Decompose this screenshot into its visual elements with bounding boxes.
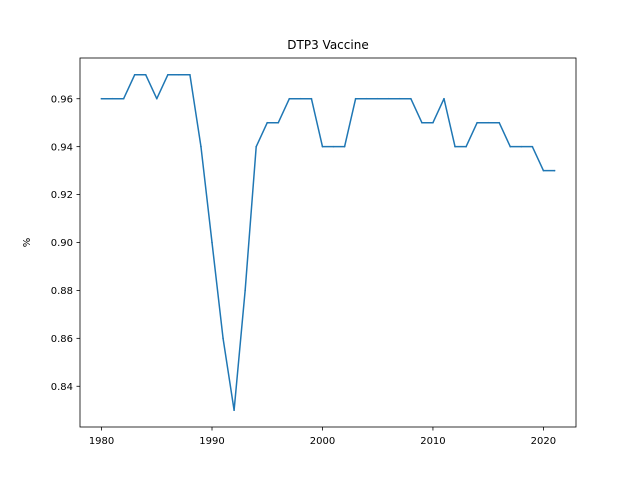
chart-title: DTP3 Vaccine [287, 38, 368, 52]
y-tick-label: 0.90 [51, 238, 73, 249]
y-tick-label: 0.86 [51, 334, 73, 345]
data-point [487, 121, 489, 124]
series-line-0 [100, 74, 556, 411]
y-tick-label: 0.84 [51, 382, 73, 393]
x-axis: 1980 1990 2000 2010 2020 [89, 427, 556, 447]
data-point [244, 289, 246, 292]
data-point [410, 97, 412, 100]
data-point [122, 97, 125, 100]
data-point [376, 97, 379, 100]
data-point [432, 121, 434, 124]
data-point [332, 145, 335, 148]
data-point [553, 169, 556, 172]
data-point [399, 97, 401, 100]
data-point [520, 145, 523, 148]
data-point [111, 97, 114, 100]
data-point [465, 145, 467, 148]
data-point [542, 169, 545, 172]
y-tick-label: 0.94 [51, 142, 73, 153]
data-point [531, 145, 534, 148]
data-point [387, 97, 390, 100]
data-point [509, 145, 512, 148]
x-tick-label: 2000 [310, 436, 335, 447]
data-point [498, 121, 501, 124]
y-tick-label: 0.88 [51, 286, 73, 297]
data-point [299, 97, 302, 100]
x-tick-label: 2020 [531, 436, 556, 447]
data-point [476, 121, 478, 124]
x-tick-label: 1980 [89, 436, 114, 447]
data-point [133, 73, 136, 76]
y-axis: 0.84 0.86 0.88 0.90 0.92 0.94 0.96 [51, 94, 80, 393]
y-tick-label: 0.96 [51, 94, 73, 105]
data-point [421, 121, 423, 124]
plot-series [100, 73, 556, 412]
data-point [155, 97, 158, 100]
data-point [233, 409, 235, 412]
x-tick-label: 1990 [199, 436, 224, 447]
data-point [321, 145, 324, 148]
data-point [277, 121, 280, 124]
y-axis-label: % [22, 238, 33, 248]
data-point [443, 97, 445, 100]
data-point [189, 73, 191, 76]
data-point [200, 145, 202, 148]
data-point [365, 97, 368, 100]
data-point [211, 241, 213, 244]
data-point [222, 337, 224, 340]
data-point [100, 97, 103, 100]
data-point [144, 73, 147, 76]
data-point [266, 121, 269, 124]
data-point [310, 97, 313, 100]
data-point [178, 73, 180, 76]
data-point [343, 145, 346, 148]
data-point [454, 145, 456, 148]
data-point [354, 97, 357, 100]
data-point [167, 73, 169, 76]
x-tick-label: 2010 [420, 436, 445, 447]
data-point [288, 97, 291, 100]
y-tick-label: 0.92 [51, 190, 73, 201]
data-point [255, 145, 257, 148]
